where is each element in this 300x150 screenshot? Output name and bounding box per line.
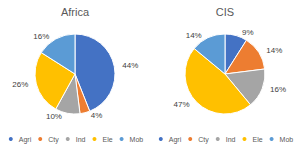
svg-text:Cty: Cty: [198, 136, 209, 144]
svg-text:Mob: Mob: [280, 136, 294, 143]
svg-text:44%: 44%: [122, 61, 138, 70]
svg-text:Africa: Africa: [61, 6, 90, 18]
svg-text:14%: 14%: [186, 31, 202, 40]
svg-text:Ele: Ele: [252, 136, 262, 143]
svg-text:9%: 9%: [242, 28, 254, 37]
svg-text:CIS: CIS: [216, 6, 234, 18]
svg-text:Agri: Agri: [19, 136, 32, 144]
svg-text:14%: 14%: [266, 46, 282, 55]
svg-text:Ind: Ind: [226, 136, 236, 143]
svg-text:16%: 16%: [33, 32, 49, 41]
svg-text:Ind: Ind: [76, 136, 86, 143]
svg-text:47%: 47%: [174, 100, 190, 109]
svg-text:Mob: Mob: [130, 136, 144, 143]
svg-text:4%: 4%: [91, 111, 103, 120]
svg-text:Cty: Cty: [48, 136, 59, 144]
svg-text:16%: 16%: [270, 85, 286, 94]
svg-text:26%: 26%: [12, 80, 28, 89]
svg-text:Agri: Agri: [169, 136, 182, 144]
svg-text:Ele: Ele: [102, 136, 112, 143]
svg-text:10%: 10%: [46, 112, 62, 121]
